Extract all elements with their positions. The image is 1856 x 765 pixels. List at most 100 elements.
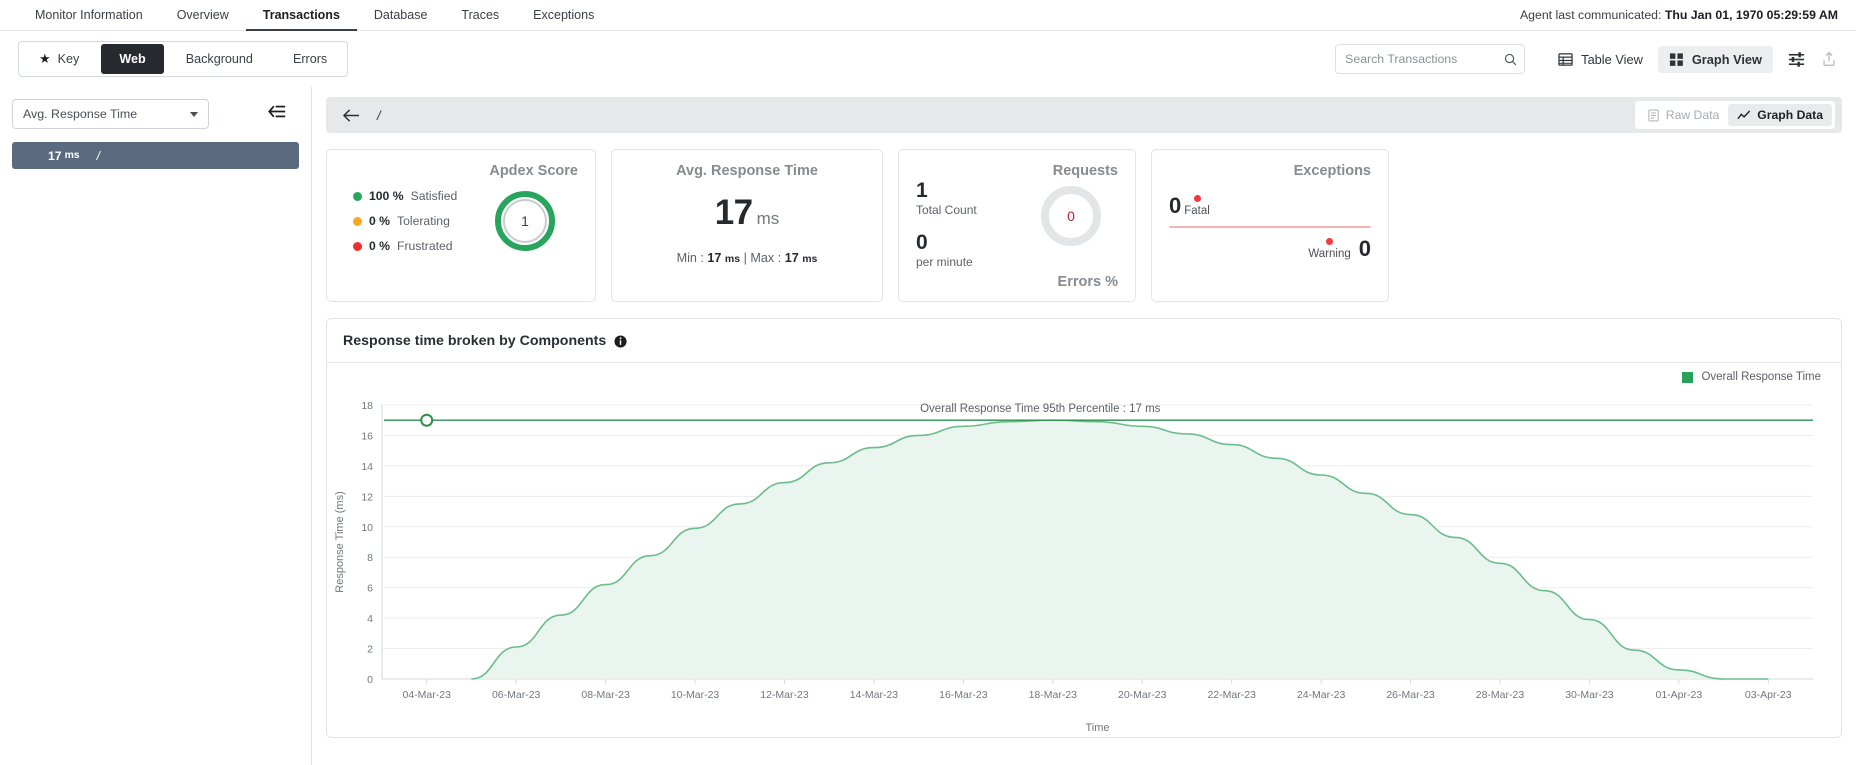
info-icon[interactable] xyxy=(614,334,627,348)
svg-text:16-Mar-23: 16-Mar-23 xyxy=(939,689,988,701)
chevron-down-icon xyxy=(190,111,198,117)
exceptions-divider xyxy=(1169,226,1371,228)
max-value: 17 xyxy=(784,251,799,265)
nav-item-traces[interactable]: Traces xyxy=(461,8,500,22)
exceptions-title: Exceptions xyxy=(1293,163,1371,179)
graph-view-button[interactable]: Graph View xyxy=(1657,45,1773,73)
min-max-separator: | xyxy=(743,251,747,265)
errors-gauge-ring xyxy=(1041,186,1101,246)
chart-header: Response time broken by Components xyxy=(327,319,1841,349)
apdex-score-value: 1 xyxy=(521,213,529,229)
segment-background[interactable]: Background xyxy=(166,42,273,76)
chart-svg: 0 2 4 6 8 10 12 14 16 18 04-Mar-23 06-Mar-23 08-Mar-… xyxy=(334,400,1813,734)
data-mode-toggle: Raw Data Graph Data xyxy=(1634,101,1835,129)
errors-gauge: 0 xyxy=(1040,185,1102,247)
svg-text:22-Mar-23: 22-Mar-23 xyxy=(1207,689,1256,701)
response-time-area-chart: 0 2 4 6 8 10 12 14 16 18 04-Mar-23 06-Mar-23 08-Mar-… xyxy=(327,387,1841,737)
tolerating-pct: 0 % xyxy=(369,214,391,228)
raw-data-button[interactable]: Raw Data xyxy=(1638,104,1729,126)
settings-button[interactable] xyxy=(1787,50,1806,69)
warning-group: Warning xyxy=(1308,238,1351,260)
apdex-legend-tolerating: 0 % Tolerating xyxy=(353,214,457,228)
chart-header-divider xyxy=(327,362,1841,363)
tolerating-label: Tolerating xyxy=(397,214,450,228)
metric-select-value: Avg. Response Time xyxy=(23,107,138,121)
svg-text:16: 16 xyxy=(361,430,373,442)
transaction-name: / xyxy=(96,148,100,163)
nav-item-overview[interactable]: Overview xyxy=(176,8,229,22)
legend-label-overall-response-time: Overall Response Time xyxy=(1701,371,1821,383)
metric-select[interactable]: Avg. Response Time xyxy=(12,99,209,129)
svg-text:10: 10 xyxy=(361,522,373,534)
svg-text:12: 12 xyxy=(361,491,373,503)
nav-item-monitor-information[interactable]: Monitor Information xyxy=(35,8,143,22)
search-icon xyxy=(1505,53,1517,65)
warning-value: 0 xyxy=(1358,236,1371,261)
svg-text:06-Mar-23: 06-Mar-23 xyxy=(492,689,541,701)
toolbar-right-group: Table View Graph View xyxy=(1335,44,1838,74)
requests-body: 1 Total Count 0 per minute 0 xyxy=(916,179,1118,283)
view-toggle-group: Table View Graph View xyxy=(1547,45,1773,73)
breadcrumb-bar: / Raw Data Graph Data xyxy=(326,97,1842,133)
requests-total-count-label: Total Count xyxy=(916,203,977,218)
raw-data-label: Raw Data xyxy=(1665,108,1720,122)
requests-per-minute-label: per minute xyxy=(916,255,973,270)
frustrated-label: Frustrated xyxy=(397,239,453,253)
table-icon xyxy=(1558,52,1573,66)
nav-item-exceptions[interactable]: Exceptions xyxy=(533,8,595,22)
segment-errors-label: Errors xyxy=(292,52,328,66)
line-chart-icon xyxy=(1737,109,1751,119)
max-label: Max : xyxy=(750,251,785,265)
segment-web[interactable]: Web xyxy=(101,44,164,74)
fatal-dot-icon xyxy=(1193,195,1201,202)
export-button[interactable] xyxy=(1820,50,1838,68)
svg-text:14: 14 xyxy=(361,461,373,473)
warning-label: Warning xyxy=(1308,248,1351,260)
table-view-button[interactable]: Table View xyxy=(1547,46,1654,73)
errors-percent-value: 0 xyxy=(1067,208,1075,224)
sliders-icon xyxy=(1788,51,1805,67)
requests-card: Requests 1 Total Count 0 per minute 0 xyxy=(898,149,1136,302)
transaction-list-item[interactable]: 17 ms / xyxy=(12,142,299,169)
upload-icon xyxy=(1823,51,1835,66)
warning-dot-icon xyxy=(1326,238,1334,245)
nav-item-database[interactable]: Database xyxy=(373,8,428,22)
kpi-card-row: Apdex Score 100 % Satisfied 0 % Tolerati… xyxy=(326,149,1842,302)
requests-title: Requests xyxy=(1052,163,1118,179)
svg-text:01-Apr-23: 01-Apr-23 xyxy=(1655,689,1702,701)
nav-item-transactions[interactable]: Transactions xyxy=(245,0,357,31)
svg-text:14-Mar-23: 14-Mar-23 xyxy=(850,689,899,701)
svg-text:8: 8 xyxy=(367,552,373,564)
breadcrumb-path: / xyxy=(377,107,381,123)
avg-response-time-value: 17 xyxy=(714,193,753,232)
min-value: 17 xyxy=(707,251,722,265)
segment-key[interactable]: ★ Key xyxy=(19,42,99,76)
top-navigation-bar: Monitor Information Overview Transaction… xyxy=(0,0,1856,31)
svg-text:Time: Time xyxy=(1085,722,1109,734)
document-icon xyxy=(1648,109,1659,121)
exceptions-card: Exceptions 0 Fatal Warning 0 xyxy=(1151,149,1389,302)
segment-web-label: Web xyxy=(119,52,146,66)
search-input[interactable] xyxy=(1345,52,1505,66)
graph-data-button[interactable]: Graph Data xyxy=(1728,104,1832,126)
avg-response-time-value-row: 17 ms xyxy=(629,193,865,233)
transaction-list-panel: Avg. Response Time 17 ms / xyxy=(0,87,312,765)
svg-text:26-Mar-23: 26-Mar-23 xyxy=(1386,689,1435,701)
collapse-panel-button[interactable] xyxy=(267,103,287,125)
chart-title: Response time broken by Components xyxy=(343,333,607,349)
top-nav-items: Monitor Information Overview Transaction… xyxy=(18,0,611,31)
min-unit: ms xyxy=(724,253,741,265)
segment-errors[interactable]: Errors xyxy=(273,42,347,76)
back-button[interactable] xyxy=(342,108,361,123)
search-transactions-box[interactable] xyxy=(1335,44,1526,74)
svg-text:24-Mar-23: 24-Mar-23 xyxy=(1297,689,1346,701)
transaction-unit: ms xyxy=(64,150,80,161)
frustrated-pct: 0 % xyxy=(369,239,391,253)
satisfied-pct: 100 % xyxy=(369,189,404,203)
apdex-gauge: 1 xyxy=(494,190,556,252)
svg-text:03-Apr-23: 03-Apr-23 xyxy=(1745,689,1792,701)
fatal-label: Fatal xyxy=(1184,205,1210,217)
requests-total-count: 1 xyxy=(916,179,928,202)
avg-response-min-max: Min : 17 ms | Max : 17 ms xyxy=(629,251,865,265)
avg-response-time-unit: ms xyxy=(756,209,780,228)
